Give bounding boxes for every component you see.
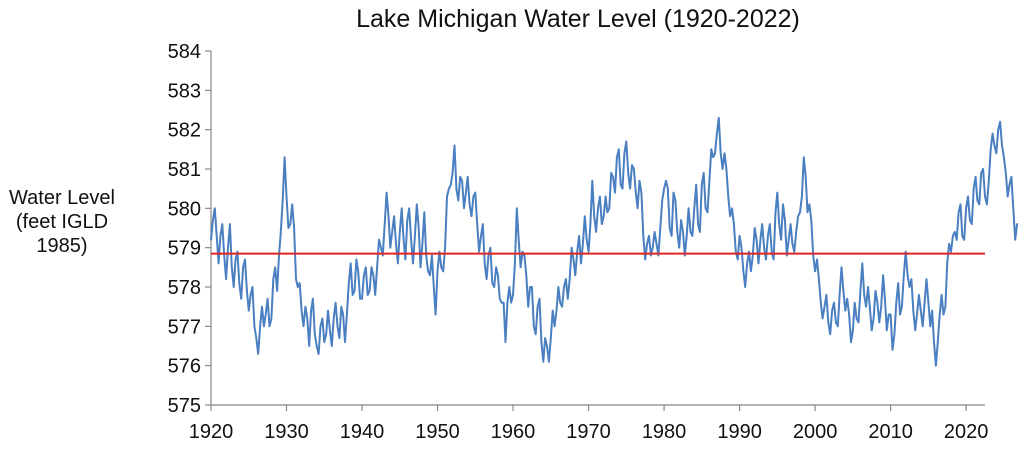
x-tick-label: 2010: [868, 421, 913, 443]
x-axis-ticks: 1920 1930 1940 1950 1960 1970 1980 1990 2000 2010…: [189, 405, 989, 443]
water-level-series-line: [210, 116, 1019, 367]
x-tick-label: 1950: [415, 421, 460, 443]
y-axis-label-line: (feet IGLD: [15, 211, 109, 233]
y-axis-label-line: 1985): [36, 235, 88, 257]
x-tick-label: 2020: [944, 421, 989, 443]
x-tick-label: 1940: [340, 421, 385, 443]
y-tick-label: 581: [168, 159, 201, 181]
y-tick-label: 578: [168, 277, 201, 299]
x-tick-label: 1980: [642, 421, 687, 443]
x-tick-label: 2000: [793, 421, 838, 443]
y-tick-label: 582: [168, 120, 201, 142]
x-tick-label: 1930: [264, 421, 309, 443]
y-tick-label: 575: [168, 395, 201, 417]
x-tick-label: 1990: [717, 421, 762, 443]
x-tick-label: 1920: [189, 421, 234, 443]
y-axis-ticks: 575 576 577 578 579 580 581 582 583 584: [168, 41, 211, 417]
y-tick-label: 583: [168, 80, 201, 102]
y-axis-label: Water Level (feet IGLD 1985): [0, 186, 124, 258]
chart-title: Lake Michigan Water Level (1920-2022): [356, 5, 800, 33]
x-tick-label: 1970: [566, 421, 611, 443]
x-tick-label: 1960: [491, 421, 536, 443]
y-axis-label-line: Water Level: [9, 187, 115, 209]
y-tick-label: 580: [168, 198, 201, 220]
y-tick-label: 584: [168, 41, 201, 63]
y-tick-label: 576: [168, 356, 201, 378]
plot-area: [210, 116, 1019, 367]
y-tick-label: 577: [168, 316, 201, 338]
chart-axes: [210, 51, 985, 406]
y-tick-label: 579: [168, 238, 201, 260]
